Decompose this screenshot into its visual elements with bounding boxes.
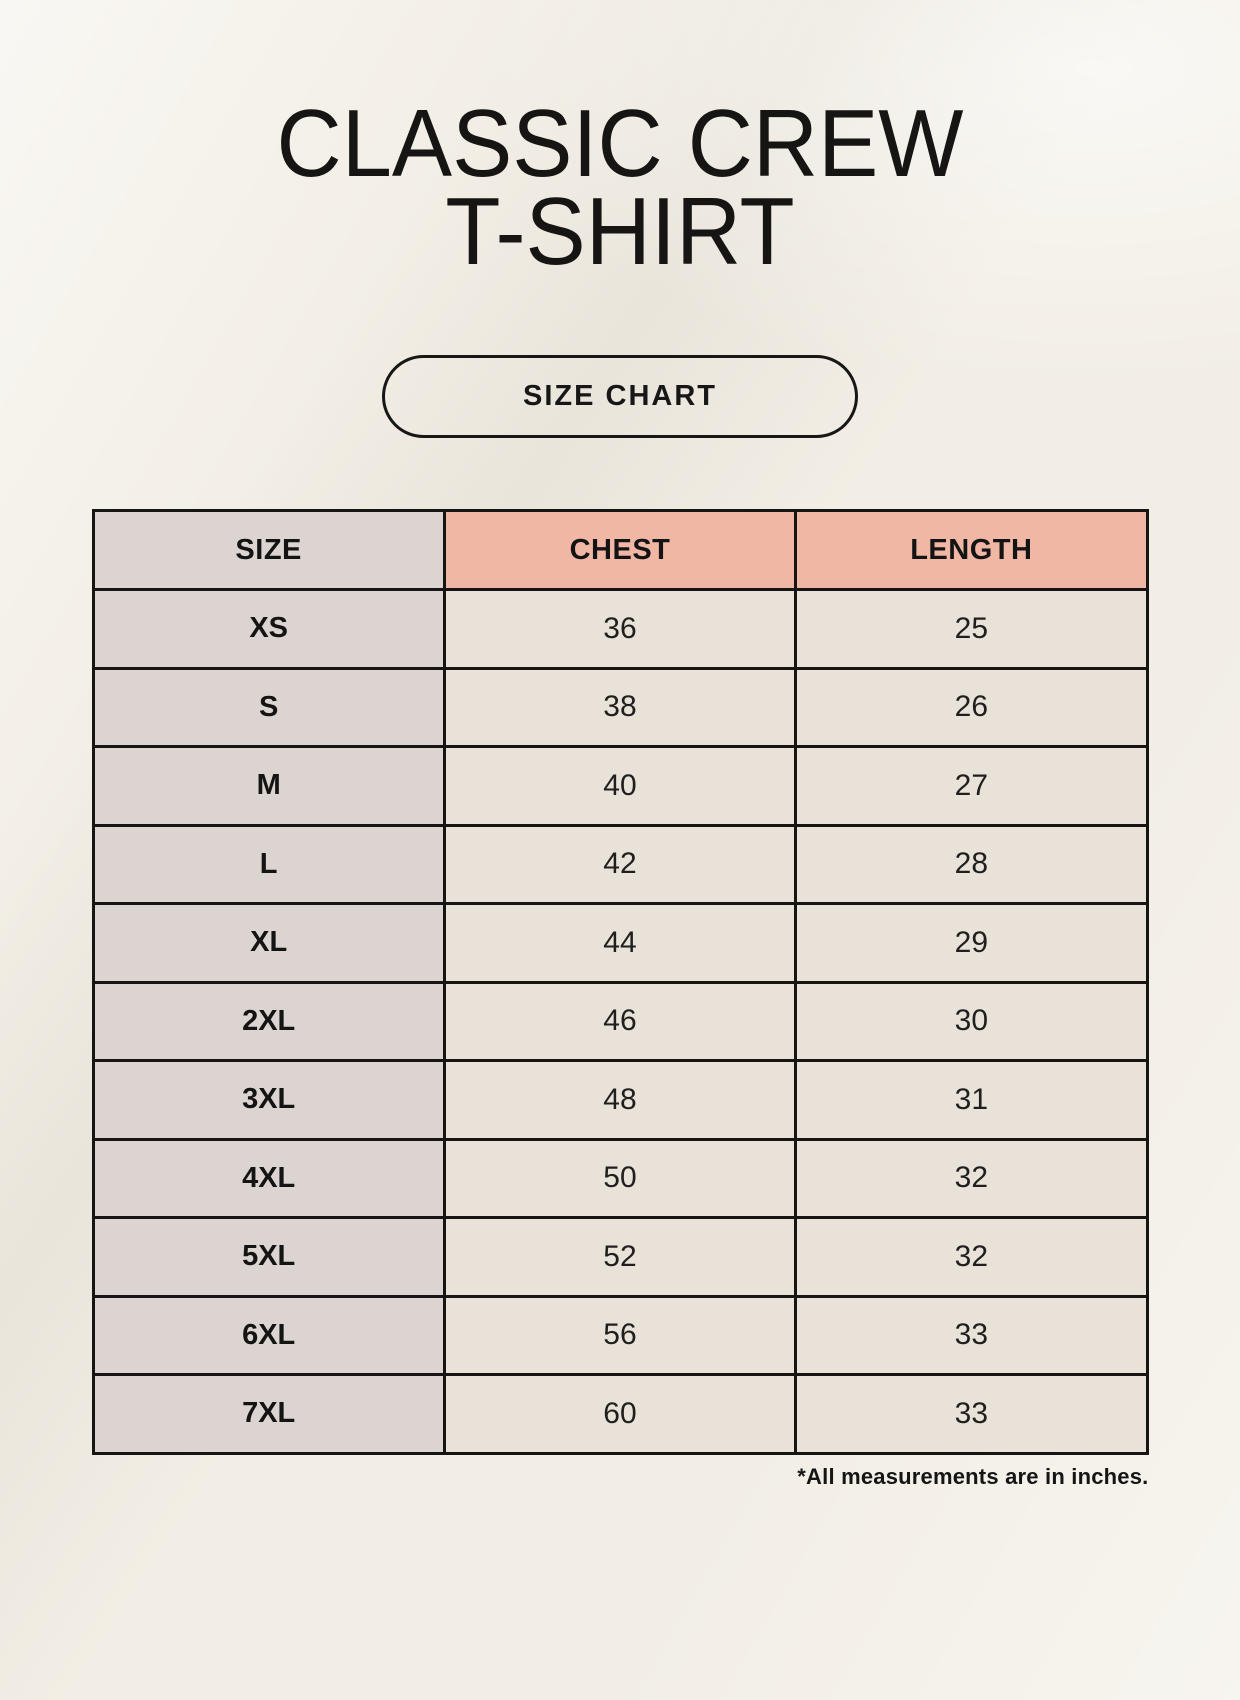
table-row: 3XL 48 31 — [91, 1059, 1149, 1141]
table-row: M 40 27 — [91, 745, 1149, 827]
chest-cell: 46 — [442, 980, 798, 1062]
size-cell: 4XL — [91, 1137, 446, 1219]
table-row: XS 36 25 — [91, 588, 1149, 670]
table-row: 7XL 60 33 — [91, 1373, 1149, 1455]
table-row: L 42 28 — [91, 823, 1149, 905]
length-cell: 32 — [794, 1216, 1149, 1298]
chest-cell: 42 — [442, 823, 798, 905]
chest-cell: 50 — [442, 1137, 798, 1219]
chest-cell: 56 — [442, 1294, 798, 1376]
table-row: XL 44 29 — [91, 902, 1149, 984]
column-header-size: SIZE — [91, 509, 446, 591]
page-title: CLASSIC CREW T-SHIRT — [0, 90, 1240, 285]
page-title-line2: T-SHIRT — [445, 178, 795, 285]
size-cell: XL — [91, 902, 446, 984]
size-cell: 6XL — [91, 1294, 446, 1376]
page-title-line1: CLASSIC CREW — [276, 90, 964, 197]
chest-cell: 40 — [442, 745, 798, 827]
size-cell: 2XL — [91, 980, 446, 1062]
length-cell: 30 — [794, 980, 1149, 1062]
size-chart-page: CLASSIC CREW T-SHIRT SIZE CHART SIZE CHE… — [0, 90, 1240, 1700]
table-header: SIZE CHEST LENGTH — [91, 509, 1149, 591]
length-cell: 29 — [794, 902, 1149, 984]
chest-cell: 48 — [442, 1059, 798, 1141]
length-cell: 33 — [794, 1294, 1149, 1376]
size-cell: 3XL — [91, 1059, 446, 1141]
length-cell: 31 — [794, 1059, 1149, 1141]
length-cell: 27 — [794, 745, 1149, 827]
size-cell: 7XL — [91, 1373, 446, 1455]
table-header-row: SIZE CHEST LENGTH — [91, 509, 1149, 591]
table-body: XS 36 25 S 38 26 M 40 27 L 42 28 XL 44 29 2XL 46 30 3XL 48 3… — [91, 588, 1149, 1455]
table-row: 4XL 50 32 — [91, 1137, 1149, 1219]
length-cell: 33 — [794, 1373, 1149, 1455]
size-cell: XS — [91, 588, 446, 670]
table-row: 6XL 56 33 — [91, 1294, 1149, 1376]
table-row: 5XL 52 32 — [91, 1216, 1149, 1298]
chest-cell: 52 — [442, 1216, 798, 1298]
length-cell: 32 — [794, 1137, 1149, 1219]
size-chart-table: SIZE CHEST LENGTH XS 36 25 S 38 26 M 40 27 L 42 28 X… — [91, 509, 1149, 1455]
size-chart-badge-label: SIZE CHART — [523, 380, 717, 412]
size-chart-badge: SIZE CHART — [382, 355, 858, 438]
chest-cell: 44 — [442, 902, 798, 984]
column-header-length: LENGTH — [794, 509, 1149, 591]
size-cell: S — [91, 666, 446, 748]
length-cell: 28 — [794, 823, 1149, 905]
table-row: S 38 26 — [91, 666, 1149, 748]
column-header-chest: CHEST — [442, 509, 798, 591]
measurements-footnote: *All measurements are in inches. — [797, 1463, 1149, 1489]
size-cell: 5XL — [91, 1216, 446, 1298]
length-cell: 26 — [794, 666, 1149, 748]
table-row: 2XL 46 30 — [91, 980, 1149, 1062]
length-cell: 25 — [794, 588, 1149, 670]
chest-cell: 38 — [442, 666, 798, 748]
size-cell: L — [91, 823, 446, 905]
chest-cell: 60 — [442, 1373, 798, 1455]
size-cell: M — [91, 745, 446, 827]
chest-cell: 36 — [442, 588, 798, 670]
